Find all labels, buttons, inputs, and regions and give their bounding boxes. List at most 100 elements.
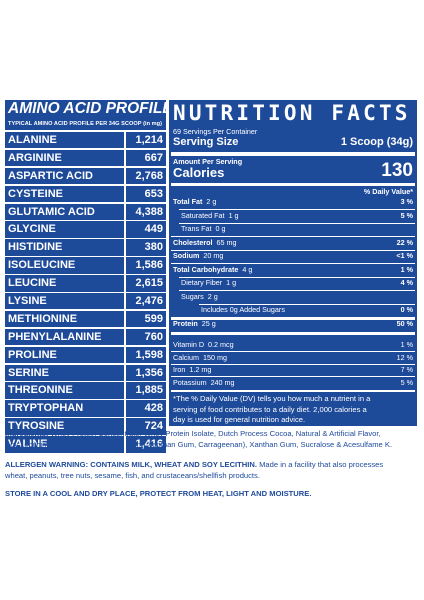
calories-label: Calories [173,165,225,180]
nutrition-facts-title: NUTRITION FACTS [173,101,411,125]
nutrient-row: Saturated Fat 1 g [181,211,239,220]
nutrient-daily-value: 0 % [400,305,413,314]
serving-size-label: Serving Size [173,136,239,148]
vitamin-row: Iron 1.2 mg [173,365,211,374]
daily-value-header: % Daily Value* [363,187,413,196]
amino-acid-value: 1,598 [126,346,166,364]
divider [179,276,415,278]
amino-acid-value: 667 [126,149,166,167]
divider [171,332,415,335]
nutrient-daily-value: <1 % [396,251,413,260]
amino-acid-row: GLYCINE 449 [5,221,166,238]
amino-acid-value: 653 [126,185,166,203]
amino-acid-row: PROLINE 1,598 [5,346,166,364]
vitamin-amount: 150 mg [202,352,227,362]
amino-acid-name: LEUCINE [5,275,124,292]
nutrient-amount: 20 mg [203,251,224,260]
amino-acid-value: 380 [126,239,166,256]
amino-acid-name: HISTIDINE [5,239,124,256]
amino-acid-value: 2,768 [126,167,166,185]
vitamin-amount: 1.2 mg [189,365,212,374]
vitamin-row: Vitamin D 0.2 mcg [173,340,234,349]
calories-value: 130 [381,160,413,181]
divider [171,376,415,377]
divider [171,351,415,352]
nutrient-name: Cholesterol [173,237,213,247]
allergen-warning: ALLERGEN WARNING: CONTAINS MILK, WHEAT A… [5,460,419,482]
nutrition-facts-panel: NUTRITION FACTS 69 Servings Per Containe… [169,100,417,426]
amino-acid-value: 599 [126,310,166,328]
amino-acid-value: 2,476 [126,293,166,310]
amino-acid-value: 1,214 [126,132,166,149]
amino-acid-name: SERINE [5,364,124,381]
amino-acid-name: THREONINE [5,382,124,399]
amino-acid-value: 428 [126,400,166,417]
vitamin-name: Calcium [173,352,199,362]
amino-acid-name: ASPARTIC ACID [5,167,124,185]
nutrient-name: Total Carbohydrate [173,264,239,274]
nutrient-amount: 2 g [207,291,218,301]
amino-acid-row: VALINE 1,416 [5,436,166,453]
serving-size-value: 1 Scoop (34g) [340,136,413,148]
nutrient-row: Sugars 2 g [181,292,218,301]
nutrient-name: Sodium [173,251,200,260]
nutrient-name: Saturated Fat [181,210,225,220]
amino-acid-name: CYSTEINE [5,185,124,203]
ingredients-label: Ingredients: [5,429,49,438]
amino-acid-row: TYROSINE 724 [5,418,166,435]
amino-acid-name: ISOLEUCINE [5,257,124,274]
amino-acid-row: ALANINE 1,214 [5,132,166,149]
divider [179,222,415,224]
vitamin-daily-value: 7 % [400,365,413,374]
amino-acid-value: 1,586 [126,257,166,274]
amino-acid-row: CYSTEINE 653 [5,185,166,203]
nutrient-amount: 1 g [228,210,239,220]
amino-acid-name: GLUTAMIC ACID [5,203,124,220]
nutrient-amount: 4 g [242,264,253,274]
amino-acid-name: VALINE [5,436,124,453]
footnote-line: day is used for general nutrition advice… [173,415,306,425]
nutrient-name: Total Fat [173,197,203,206]
divider [171,317,415,320]
ingredients-line-1: Whey Protein Concentrate, Whey Protein I… [48,429,381,438]
amino-acid-profile-panel: AMINO ACID PROFILE TYPICAL AMINO ACID PR… [5,100,173,453]
amino-acid-value: 449 [126,221,166,238]
vitamin-name: Iron [173,365,186,374]
amino-acid-row: LYSINE 2,476 [5,293,166,310]
amino-acid-name: METHIONINE [5,310,124,328]
nutrient-daily-value: 50 % [396,318,413,328]
nutrient-amount: 25 g [201,318,216,328]
vitamin-daily-value: 5 % [400,377,413,387]
nutrient-name: Includes 0g Added Sugars [201,305,285,314]
nutrient-daily-value: 22 % [396,237,413,247]
vitamin-amount: 0.2 mcg [208,340,234,349]
divider [179,290,415,291]
nutrient-row: Trans Fat 0 g [181,224,226,233]
divider [171,263,415,264]
ingredients-line-2: Soy Lecithin, Gum Blend (Cellulose Gum, … [5,439,393,449]
nutrient-row: Sodium 20 mg [173,251,223,260]
vitamin-row: Calcium 150 mg [173,353,227,362]
nutrient-daily-value: 4 % [400,278,413,287]
footnote-line: serving of food contributes to a daily d… [173,404,367,414]
amino-acid-row: THREONINE 1,885 [5,382,166,399]
vitamin-daily-value: 12 % [396,352,413,362]
amino-acid-subtitle: TYPICAL AMINO ACID PROFILE PER 34G SCOOP… [5,118,166,130]
amino-acid-name: GLYCINE [5,221,124,238]
nutrient-row: Total Carbohydrate 4 g [173,265,252,274]
vitamin-name: Potassium [173,377,207,387]
amino-acid-value: 1,416 [126,436,166,453]
amino-acid-row: METHIONINE 599 [5,310,166,328]
amino-acid-row: ASPARTIC ACID 2,768 [5,167,166,185]
amino-acid-name: LYSINE [5,293,124,310]
ingredients-statement: Ingredients: Whey Protein Concentrate, W… [5,429,419,451]
divider [171,390,415,392]
amino-acid-name: TRYPTOPHAN [5,400,124,417]
amino-acid-value: 4,388 [126,203,166,220]
nutrient-row: Total Fat 2 g [173,197,216,206]
amino-acid-value: 760 [126,328,166,346]
amount-per-serving: Amount Per Serving [173,157,243,166]
amino-acid-value: 2,615 [126,275,166,292]
amino-acid-row: LEUCINE 2,615 [5,275,166,292]
nutrient-row: Protein 25 g [173,319,216,328]
